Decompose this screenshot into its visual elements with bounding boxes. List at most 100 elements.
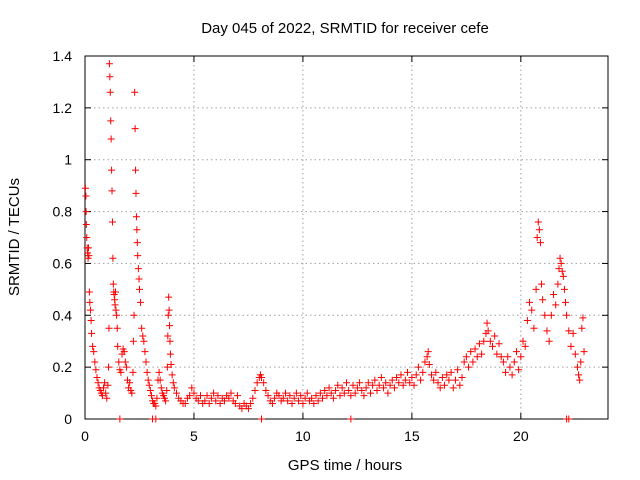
data-point-marker xyxy=(515,366,523,374)
data-point-marker xyxy=(290,394,298,402)
data-point-marker xyxy=(164,332,172,340)
data-point-marker xyxy=(547,311,555,319)
data-point-marker xyxy=(554,280,562,288)
data-point-marker xyxy=(534,218,542,226)
data-point-marker xyxy=(104,381,112,389)
data-point-marker xyxy=(579,314,587,322)
data-point-marker xyxy=(438,374,446,382)
data-point-marker xyxy=(82,221,90,229)
data-point-marker xyxy=(478,350,486,358)
data-point-marker xyxy=(117,368,125,376)
data-point-marker xyxy=(447,368,455,376)
data-point-marker xyxy=(430,376,438,384)
data-point-marker xyxy=(133,226,141,234)
y-tick-label: 0.4 xyxy=(53,307,73,323)
data-point-marker xyxy=(152,402,160,410)
data-point-marker xyxy=(210,389,218,397)
data-point-marker xyxy=(377,374,385,382)
data-point-marker xyxy=(508,371,516,379)
data-point-marker xyxy=(105,60,113,68)
data-point-marker xyxy=(443,371,451,379)
data-point-marker xyxy=(156,376,164,384)
data-point-marker xyxy=(91,358,99,366)
data-point-marker xyxy=(87,316,95,324)
x-tick-label: 20 xyxy=(513,428,529,444)
data-point-marker xyxy=(227,389,235,397)
data-point-marker xyxy=(231,399,239,407)
data-point-marker xyxy=(116,415,124,423)
data-point-marker xyxy=(251,386,259,394)
data-point-marker xyxy=(86,298,94,306)
data-point-marker xyxy=(493,350,501,358)
data-point-marker xyxy=(205,399,213,407)
data-point-marker xyxy=(410,381,418,389)
data-point-marker xyxy=(456,381,464,389)
data-point-marker xyxy=(103,394,111,402)
data-point-marker xyxy=(543,327,551,335)
data-point-marker xyxy=(297,392,305,400)
data-point-marker xyxy=(258,374,266,382)
data-point-marker xyxy=(434,379,442,387)
data-point-marker xyxy=(414,363,422,371)
data-point-marker xyxy=(506,363,514,371)
data-point-marker xyxy=(141,348,149,356)
data-point-marker xyxy=(214,392,222,400)
data-point-marker xyxy=(580,348,588,356)
data-point-marker xyxy=(565,415,573,423)
data-point-marker xyxy=(408,374,416,382)
data-point-marker xyxy=(469,358,477,366)
data-point-marker xyxy=(134,265,142,273)
data-point-marker xyxy=(111,301,119,309)
data-point-marker xyxy=(157,384,165,392)
data-point-marker xyxy=(425,361,433,369)
data-point-marker xyxy=(375,381,383,389)
data-point-marker xyxy=(421,358,429,366)
data-point-marker xyxy=(571,350,579,358)
data-point-marker xyxy=(314,397,322,405)
data-point-marker xyxy=(404,368,412,376)
data-point-marker xyxy=(366,389,374,397)
data-point-marker xyxy=(538,280,546,288)
data-point-marker xyxy=(207,394,215,402)
data-point-marker xyxy=(345,386,353,394)
data-point-marker xyxy=(364,379,372,387)
data-point-marker xyxy=(343,379,350,387)
y-tick-label: 0.6 xyxy=(53,255,73,271)
data-point-marker xyxy=(155,368,163,376)
data-point-marker xyxy=(112,288,120,296)
data-point-marker xyxy=(533,234,541,241)
data-point-marker xyxy=(336,392,344,400)
data-point-marker xyxy=(121,358,129,366)
data-point-marker xyxy=(489,342,497,350)
data-point-marker xyxy=(247,399,255,407)
data-point-marker xyxy=(484,327,492,335)
data-point-marker xyxy=(122,363,130,371)
data-point-marker xyxy=(203,392,211,400)
data-point-marker xyxy=(325,384,333,392)
data-point-marker xyxy=(135,285,143,293)
data-point-marker xyxy=(356,379,364,387)
data-point-marker xyxy=(112,306,120,314)
data-point-marker xyxy=(445,376,453,384)
data-point-marker xyxy=(510,358,518,366)
data-point-marker xyxy=(519,337,527,345)
data-point-marker xyxy=(105,324,113,332)
data-point-marker xyxy=(196,392,204,400)
data-point-marker xyxy=(216,399,224,407)
data-point-marker xyxy=(495,340,503,348)
data-point-marker xyxy=(523,316,531,324)
data-point-marker xyxy=(569,329,577,337)
data-point-marker xyxy=(552,301,560,309)
data-point-marker xyxy=(108,218,116,226)
data-point-marker xyxy=(244,405,252,413)
data-point-marker xyxy=(93,374,101,382)
data-point-marker xyxy=(465,363,473,371)
data-point-marker xyxy=(81,184,89,192)
data-point-marker xyxy=(292,389,300,397)
data-point-marker xyxy=(166,350,174,358)
data-point-marker xyxy=(126,379,134,387)
data-point-marker xyxy=(562,298,570,306)
data-point-marker xyxy=(106,73,114,81)
data-point-marker xyxy=(138,324,146,332)
data-point-marker xyxy=(85,252,93,260)
